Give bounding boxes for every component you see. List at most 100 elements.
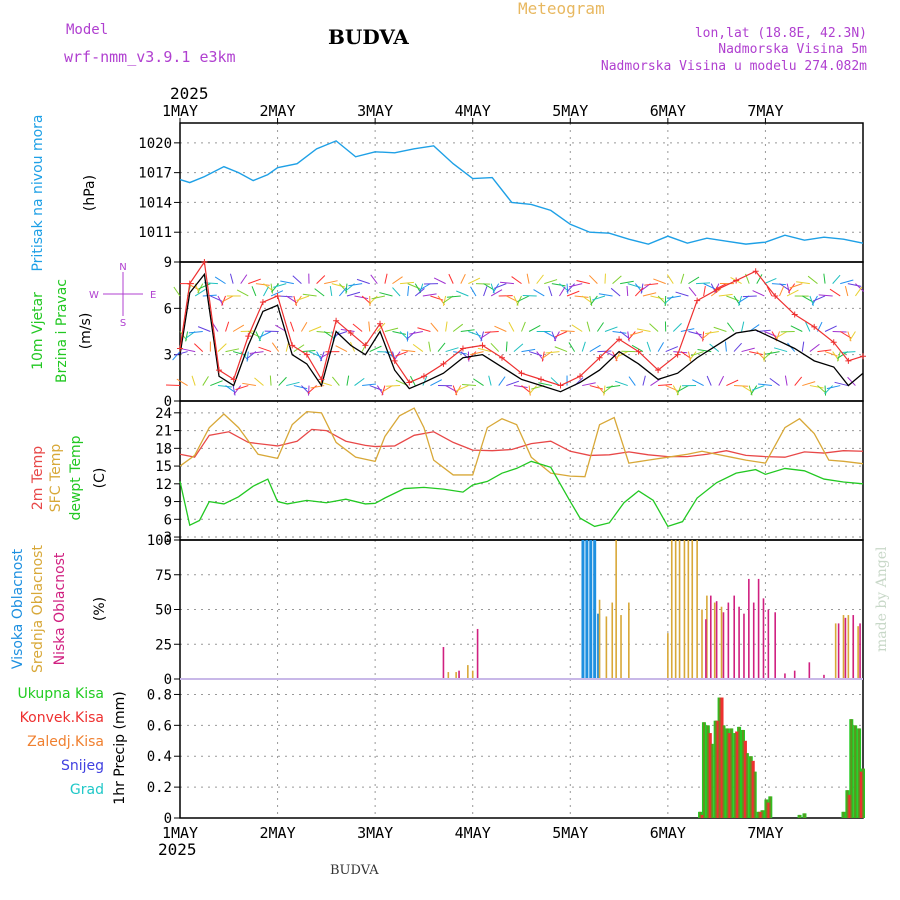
wind-barb xyxy=(706,375,712,386)
wind-barb xyxy=(581,341,586,352)
total-precip-core xyxy=(803,813,806,818)
conv-precip-bar xyxy=(700,814,705,818)
total-precip-core xyxy=(745,753,748,818)
axes-layer: 1011101410171020036936912151821240255075… xyxy=(138,102,864,842)
wind-barb xyxy=(407,285,410,297)
wind-unit: (m/s) xyxy=(78,313,94,350)
model-label: Model xyxy=(66,22,108,38)
wind-barb xyxy=(847,376,856,386)
gust-marker xyxy=(391,357,398,364)
wind-barb xyxy=(559,286,566,297)
mid-cloud-bar xyxy=(670,540,673,679)
wind-barb xyxy=(773,347,788,353)
wind-barb xyxy=(544,279,558,285)
wind-barb xyxy=(513,343,524,352)
gust-marker xyxy=(177,345,183,352)
wind-barb xyxy=(667,295,681,299)
mid-cloud-bar xyxy=(615,540,617,679)
watermark: made by Angel xyxy=(874,546,890,652)
wind-barb xyxy=(331,376,340,386)
wind-barb xyxy=(807,275,818,285)
high-cloud-bar xyxy=(593,540,597,679)
wind-barb xyxy=(417,327,431,332)
wind-barb xyxy=(631,344,644,353)
gust-marker xyxy=(557,382,564,389)
temp-unit: (C) xyxy=(92,468,108,489)
data-layer xyxy=(166,140,866,818)
wind-barb xyxy=(448,273,454,284)
wind-barb xyxy=(477,347,492,353)
ytick-label: 24 xyxy=(155,406,172,422)
wind-barb xyxy=(433,277,446,285)
wind-barb xyxy=(598,293,613,297)
wind-barb xyxy=(229,273,234,284)
wind-barb xyxy=(568,283,583,288)
wind-barb xyxy=(829,288,841,297)
wind-barb xyxy=(805,321,811,332)
wind-barb xyxy=(590,295,598,306)
wind-barb xyxy=(817,385,827,394)
t2m-label: 2m Temp xyxy=(30,446,46,510)
total-precip-core xyxy=(702,722,705,818)
total-precip-core xyxy=(846,790,849,818)
wind-barb xyxy=(787,283,796,293)
wind-barb xyxy=(414,288,425,297)
wind-barb xyxy=(203,282,218,285)
gust-marker xyxy=(186,280,193,287)
wind-barb xyxy=(545,351,560,354)
wind-barb xyxy=(528,385,531,396)
wind-barb xyxy=(422,375,428,386)
wind-barb xyxy=(225,321,230,332)
wind-barb xyxy=(789,283,803,289)
xtick-bottom: 2MAY xyxy=(260,824,296,842)
wind-barb xyxy=(741,321,745,332)
wind-barb xyxy=(650,295,664,300)
xtick-bottom: 6MAY xyxy=(650,824,686,842)
wind-barb xyxy=(568,342,576,352)
wind-barb xyxy=(473,378,484,386)
wind-barb xyxy=(634,287,644,297)
wind-barb xyxy=(240,274,248,284)
wind-barb xyxy=(236,289,249,297)
low-cloud-bar xyxy=(722,612,725,679)
wind-barb xyxy=(692,379,704,386)
wind-barb xyxy=(368,295,378,305)
wind-barb xyxy=(202,376,209,386)
wind-barb xyxy=(346,291,361,297)
wind-barb xyxy=(493,283,507,289)
gust-marker xyxy=(845,357,852,364)
wind-barb xyxy=(597,350,612,353)
gust-marker xyxy=(538,376,545,383)
wind-barb xyxy=(855,286,863,297)
ytick-label: 0.8 xyxy=(147,687,172,703)
wind-barb xyxy=(614,380,628,387)
wind-barb xyxy=(392,331,406,335)
mid-cloud-bar xyxy=(620,615,622,679)
wind-barb xyxy=(786,289,799,297)
wind-barb xyxy=(629,331,644,336)
low-cloud-bar xyxy=(808,662,811,679)
wind-barb xyxy=(293,344,305,352)
total-precip-core xyxy=(765,799,768,818)
wind-barb xyxy=(604,326,618,332)
wind-barb xyxy=(278,376,287,386)
precip-legend-1: Konvek.Kisa xyxy=(20,710,104,726)
wind-barb xyxy=(442,295,447,306)
wind-barb xyxy=(653,278,666,285)
wind-barb xyxy=(566,283,575,293)
wind-barb xyxy=(381,385,386,396)
meteogram-title: Meteogram xyxy=(518,0,605,18)
gust-marker xyxy=(440,360,447,367)
precip-legend-0: Ukupna Kisa xyxy=(17,686,104,702)
mid-cloud-bar xyxy=(674,540,677,679)
wind-barb xyxy=(665,346,679,353)
total-precip-core xyxy=(862,768,864,818)
wind-barb xyxy=(286,381,300,387)
wind-barb xyxy=(354,295,369,300)
wind-barb xyxy=(232,351,247,356)
mid-cloud-bar xyxy=(857,626,859,679)
wind-barb xyxy=(488,375,492,386)
wind-barb xyxy=(620,280,634,285)
wind-barb xyxy=(741,347,755,353)
wind-barb xyxy=(480,331,485,342)
